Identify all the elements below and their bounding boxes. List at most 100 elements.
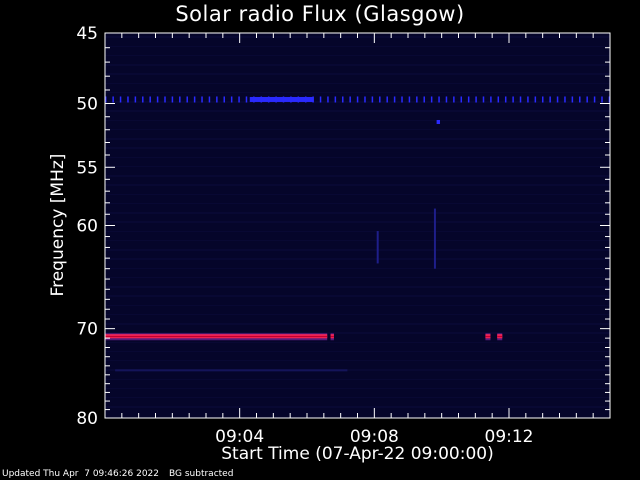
noise-row (105, 212, 610, 213)
noise-row (105, 83, 610, 84)
dotted-band-mark (601, 96, 603, 103)
dotted-band-mark (119, 96, 122, 103)
dotted-band-mark (386, 96, 388, 103)
noise-row (105, 249, 610, 250)
noise-row (105, 250, 610, 251)
y-tick-label: 50 (76, 95, 98, 115)
dotted-band-mark (230, 96, 233, 103)
x-tick-label: 09:08 (350, 427, 399, 447)
dotted-band-mark (223, 96, 226, 103)
dotted-band-mark (171, 96, 174, 103)
dotted-band-mark (416, 96, 418, 103)
noise-row (105, 194, 610, 195)
dotted-band-mark (423, 96, 425, 103)
y-tick-label: 55 (76, 158, 98, 178)
noise-row (105, 287, 610, 288)
noise-row (105, 360, 610, 361)
dotted-band-mark (379, 96, 381, 103)
noise-row (105, 222, 610, 223)
noise-row (105, 332, 610, 333)
heatmap-layer (105, 33, 611, 418)
dotted-band-mark (342, 96, 344, 103)
dotted-band-mark (238, 96, 240, 103)
dotted-band-mark (356, 96, 359, 103)
dotted-band-mark (593, 96, 596, 103)
noise-row (105, 73, 610, 74)
faint-band (115, 369, 348, 372)
blue-band (249, 96, 314, 102)
dotted-band-mark (393, 96, 396, 103)
dotted-band-mark (453, 96, 455, 103)
dotted-band-mark (497, 96, 500, 103)
noise-row (105, 268, 610, 269)
noise-row (105, 110, 610, 111)
noise-row (105, 296, 610, 297)
noise-row (105, 314, 610, 315)
dotted-band-mark (193, 96, 196, 103)
blue-dot (436, 119, 440, 124)
noise-row (105, 259, 610, 260)
dotted-band-mark (186, 96, 188, 103)
y-axis-ticks: 45 50 55 60 70 80 (76, 24, 610, 429)
noise-row (105, 148, 610, 149)
dotted-band-mark (112, 96, 114, 103)
dotted-band-mark (156, 96, 159, 103)
dotted-band-mark (208, 96, 211, 103)
noise-row (105, 231, 610, 232)
noise-row (105, 120, 610, 121)
dotted-band-mark (549, 96, 551, 103)
dotted-band-mark (579, 96, 581, 103)
dotted-band-mark (408, 96, 411, 103)
noise-row (105, 351, 610, 352)
dotted-band-mark (334, 96, 337, 103)
noise-row (105, 240, 610, 241)
dotted-band-mark (490, 96, 492, 103)
noise-row (105, 397, 610, 398)
dotted-band-mark (371, 96, 374, 103)
x-axis-ticks: 09:04 09:08 09:12 (121, 33, 594, 447)
noise-row (105, 138, 610, 139)
noise-row (105, 295, 610, 296)
dotted-band-mark (142, 96, 144, 103)
noise-row (105, 166, 610, 167)
noise-row (105, 406, 610, 407)
noise-row (105, 370, 610, 371)
dotted-band-mark (245, 96, 248, 103)
dotted-band-mark (134, 96, 137, 103)
dotted-band-mark (364, 96, 366, 103)
noise-row (105, 102, 610, 103)
noise-row (105, 176, 610, 177)
hot-band-core (497, 335, 503, 338)
noise-row (105, 324, 610, 325)
noise-row (105, 185, 610, 186)
faint-vertical (433, 208, 436, 269)
noise-row (105, 92, 610, 93)
noise-row (105, 323, 610, 324)
x-tick-label: 09:04 (215, 427, 264, 447)
hot-band-core (105, 335, 328, 338)
dotted-band-mark (608, 96, 611, 103)
dotted-band-mark (327, 96, 329, 103)
dotted-band-mark (349, 96, 351, 103)
noise-row (105, 55, 610, 56)
faint-vertical (376, 231, 379, 264)
noise-row (105, 129, 610, 130)
noise-row (105, 64, 610, 65)
noise-row (105, 65, 610, 66)
dotted-band-mark (586, 96, 588, 103)
dotted-band-mark (504, 96, 507, 103)
noise-row (105, 369, 610, 370)
dotted-band-mark (164, 96, 166, 103)
noise-row (105, 184, 610, 185)
dotted-band-mark (475, 96, 477, 103)
x-axis-label: Start Time (07-Apr-22 09:00:00) (221, 444, 494, 464)
dotted-band-mark (460, 96, 463, 103)
noise-row (105, 139, 610, 140)
noise-row (105, 379, 610, 380)
dotted-band-mark (319, 96, 322, 103)
chart-title: Solar radio Flux (Glasgow) (175, 2, 465, 26)
noise-row (105, 388, 610, 389)
hot-band-core (330, 335, 334, 338)
